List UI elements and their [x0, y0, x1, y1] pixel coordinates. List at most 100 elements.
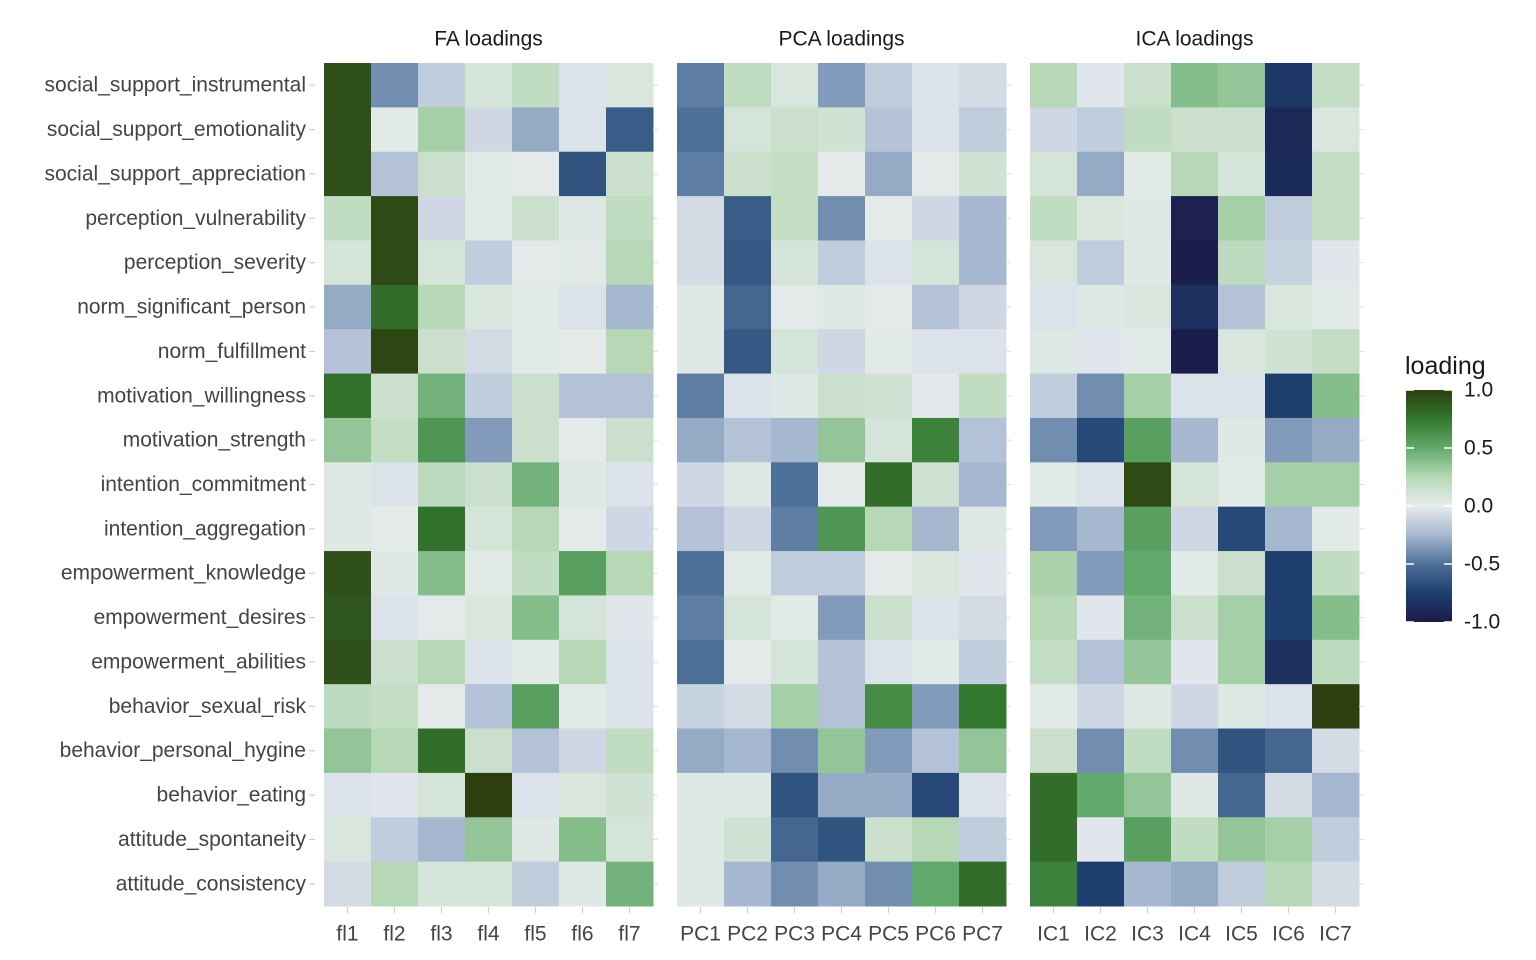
heatmap-cell: [818, 151, 866, 197]
heatmap-cell: [1218, 329, 1266, 375]
heatmap-cell: [1124, 684, 1172, 730]
heatmap-cell: [371, 817, 419, 863]
heatmap-cell: [818, 462, 866, 508]
heatmap-cell: [1030, 417, 1078, 463]
heatmap-cell: [1312, 196, 1360, 241]
row-label: empowerment_abilities: [91, 650, 306, 673]
heatmap-cell: [865, 817, 913, 863]
heatmap-cell: [1030, 551, 1078, 596]
heatmap-cell: [1077, 817, 1125, 863]
heatmap-cell: [371, 861, 419, 907]
heatmap-cell: [324, 329, 372, 375]
heatmap-cell: [912, 284, 960, 330]
heatmap-cell: [371, 684, 419, 730]
heatmap-cell: [559, 284, 607, 330]
heatmap-cell: [912, 196, 960, 241]
heatmap-cell: [771, 684, 819, 730]
heatmap-cell: [1030, 196, 1078, 241]
heatmap-cell: [771, 284, 819, 330]
heatmap-cell: [771, 329, 819, 375]
heatmap-cell: [512, 373, 560, 419]
heatmap-cell: [1265, 728, 1313, 774]
heatmap-cell: [606, 506, 654, 552]
heatmap-cell: [1218, 506, 1266, 552]
heatmap-cell: [465, 639, 513, 685]
heatmap-cell: [606, 772, 654, 818]
heatmap-cell: [465, 462, 513, 508]
heatmap-cell: [959, 728, 1007, 774]
heatmap-cell: [465, 817, 513, 863]
heatmap-cell: [912, 551, 960, 596]
heatmap-cell: [1312, 373, 1360, 419]
heatmap-cell: [865, 240, 913, 286]
heatmap-cell: [865, 639, 913, 685]
heatmap-cell: [1218, 861, 1266, 907]
heatmap-cell: [559, 373, 607, 419]
heatmap-cell: [418, 639, 466, 685]
heatmap-cell: [606, 240, 654, 286]
heatmap-cell: [1171, 373, 1219, 419]
heatmap-cell: [1312, 417, 1360, 463]
heatmap-cell: [1218, 595, 1266, 641]
heatmap-cell: [512, 595, 560, 641]
heatmap-cell: [771, 107, 819, 153]
heatmap-cell: [724, 861, 772, 907]
heatmap-cell: [418, 417, 466, 463]
heatmap-cell: [1077, 639, 1125, 685]
heatmap-cell: [1077, 684, 1125, 730]
heatmap-cell: [1124, 417, 1172, 463]
facet-title: PCA loadings: [778, 28, 904, 51]
heatmap-cell: [559, 861, 607, 907]
heatmap-cell: [912, 684, 960, 730]
heatmap-cell: [865, 63, 913, 108]
heatmap-cell: [418, 151, 466, 197]
heatmap-cell: [818, 551, 866, 596]
heatmap-cell: [677, 196, 725, 241]
heatmap-cell: [771, 595, 819, 641]
heatmap-cell: [371, 373, 419, 419]
row-label: intention_aggregation: [104, 517, 306, 540]
heatmap-cell: [418, 373, 466, 419]
heatmap-cell: [371, 417, 419, 463]
heatmap-cell: [559, 817, 607, 863]
heatmap-cell: [465, 861, 513, 907]
heatmap-cell: [959, 772, 1007, 818]
heatmap-cell: [1077, 861, 1125, 907]
column-label: fl3: [430, 923, 452, 946]
heatmap-cell: [1265, 551, 1313, 596]
heatmap-cell: [324, 196, 372, 241]
heatmap-cell: [1171, 151, 1219, 197]
heatmap-cell: [771, 772, 819, 818]
heatmap-cell: [1218, 817, 1266, 863]
heatmap-cell: [371, 595, 419, 641]
heatmap-cell: [865, 284, 913, 330]
heatmap-cell: [1265, 373, 1313, 419]
column-label: PC4: [821, 923, 862, 946]
row-label: motivation_strength: [123, 429, 306, 452]
column-label: fl1: [336, 923, 358, 946]
heatmap-cell: [1030, 240, 1078, 286]
heatmap-cell: [724, 728, 772, 774]
heatmap-cell: [771, 63, 819, 108]
heatmap-cell: [865, 196, 913, 241]
heatmap-cell: [677, 639, 725, 685]
row-label: behavior_sexual_risk: [109, 695, 307, 718]
heatmap-cell: [865, 417, 913, 463]
heatmap-cell: [606, 595, 654, 641]
heatmap-cell: [677, 861, 725, 907]
heatmap-cell: [677, 595, 725, 641]
heatmap-cell: [1077, 373, 1125, 419]
heatmap-cell: [677, 63, 725, 108]
heatmap-cell: [324, 728, 372, 774]
heatmap-cell: [1077, 772, 1125, 818]
heatmap-cell: [465, 240, 513, 286]
heatmap-cell: [371, 196, 419, 241]
heatmap-cell: [959, 817, 1007, 863]
row-label: social_support_emotionality: [47, 118, 307, 141]
heatmap-cell: [865, 551, 913, 596]
heatmap-cell: [418, 329, 466, 375]
heatmap-cell: [512, 107, 560, 153]
heatmap-cell: [465, 417, 513, 463]
column-label: PC5: [868, 923, 909, 946]
